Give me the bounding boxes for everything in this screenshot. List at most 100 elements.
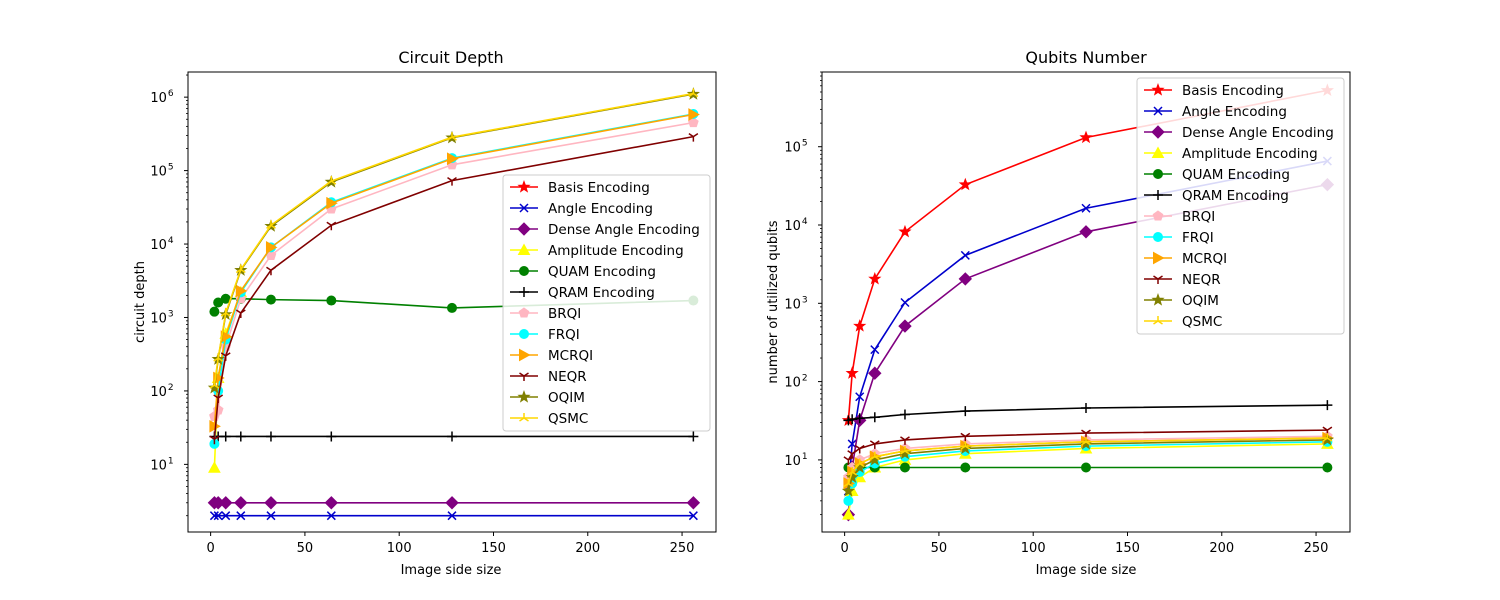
legend-label: Dense Angle Encoding bbox=[1182, 125, 1334, 141]
legend-label: BRQI bbox=[1182, 209, 1215, 225]
data-point bbox=[898, 224, 912, 238]
data-point bbox=[209, 435, 220, 445]
data-point bbox=[209, 380, 220, 389]
legend-label: Basis Encoding bbox=[1182, 83, 1284, 99]
data-point bbox=[1081, 436, 1091, 446]
legend-label: Basis Encoding bbox=[548, 180, 650, 196]
legend-entry: QRAM Encoding bbox=[510, 285, 655, 301]
legend-entry: QUAM Encoding bbox=[1144, 167, 1290, 183]
x-tick-label: 100 bbox=[1021, 541, 1046, 556]
legend-marker bbox=[1153, 232, 1163, 242]
plot-frame bbox=[187, 71, 717, 533]
legend-entry: QSMC bbox=[1144, 314, 1222, 330]
data-point bbox=[869, 440, 880, 449]
series-line bbox=[847, 183, 1328, 515]
data-point bbox=[688, 108, 700, 121]
legend-label: QRAM Encoding bbox=[548, 285, 655, 301]
series-qsmc bbox=[843, 433, 1333, 488]
data-point bbox=[843, 478, 854, 488]
legend-label: Amplitude Encoding bbox=[548, 243, 684, 259]
data-point bbox=[209, 511, 219, 521]
data-point bbox=[1322, 433, 1333, 442]
data-point bbox=[207, 380, 221, 394]
legend-marker bbox=[519, 266, 529, 276]
data-point bbox=[326, 196, 338, 210]
legend-label: QRAM Encoding bbox=[1182, 188, 1289, 204]
data-point bbox=[686, 496, 701, 510]
data-point bbox=[960, 462, 971, 473]
legend-box bbox=[502, 174, 711, 432]
legend-label: FRQI bbox=[1182, 230, 1214, 246]
data-point bbox=[265, 431, 276, 442]
data-point bbox=[221, 511, 231, 521]
data-point bbox=[870, 345, 880, 355]
data-point bbox=[900, 297, 910, 308]
data-point bbox=[960, 441, 971, 450]
legend-marker bbox=[519, 348, 531, 362]
data-point bbox=[843, 495, 854, 506]
legend-entry: Dense Angle Encoding bbox=[510, 222, 700, 238]
data-point bbox=[266, 511, 276, 521]
data-point bbox=[847, 414, 858, 425]
data-point bbox=[900, 436, 910, 445]
data-point bbox=[841, 484, 855, 497]
legend-label: FRQI bbox=[548, 327, 580, 343]
data-point bbox=[899, 409, 910, 420]
legend-marker bbox=[1153, 251, 1165, 265]
y-axis-label: number of utilized qubits bbox=[766, 220, 781, 383]
legend-entry: QUAM Encoding bbox=[510, 264, 656, 280]
legend-marker bbox=[517, 180, 531, 193]
legend-label: QSMC bbox=[548, 411, 588, 427]
series-layer bbox=[207, 87, 701, 521]
data-point bbox=[899, 462, 910, 473]
data-point bbox=[265, 241, 278, 254]
legend-marker bbox=[1152, 210, 1164, 221]
legend-entry: MCRQI bbox=[1144, 251, 1227, 267]
series-qram-encoding bbox=[843, 400, 1333, 426]
data-point bbox=[960, 432, 971, 442]
series-qsmc bbox=[209, 88, 699, 389]
data-point bbox=[213, 353, 224, 362]
data-point bbox=[326, 511, 336, 521]
x-tick-label: 100 bbox=[387, 541, 412, 556]
series-line bbox=[847, 160, 1328, 492]
data-point bbox=[847, 467, 858, 476]
legend-marker bbox=[1151, 293, 1165, 306]
legend-marker bbox=[1153, 275, 1163, 284]
legend-marker bbox=[519, 329, 529, 339]
data-point bbox=[326, 431, 337, 442]
legend-marker bbox=[1153, 190, 1163, 200]
data-point bbox=[266, 266, 276, 276]
data-point bbox=[958, 272, 973, 286]
data-point bbox=[1079, 225, 1093, 239]
legend-marker bbox=[519, 413, 529, 422]
legend-marker bbox=[1151, 146, 1165, 158]
data-point bbox=[266, 220, 276, 229]
legend-entry: BRQI bbox=[510, 306, 581, 322]
data-point bbox=[869, 412, 880, 423]
series-quam-encoding bbox=[209, 293, 699, 317]
legend-marker bbox=[518, 307, 530, 318]
data-point bbox=[213, 394, 224, 404]
legend-marker bbox=[1153, 316, 1163, 325]
legend-label: Angle Encoding bbox=[548, 201, 653, 217]
data-point bbox=[235, 431, 246, 442]
data-point bbox=[326, 176, 337, 185]
legend-entry: FRQI bbox=[510, 327, 580, 343]
data-point bbox=[1081, 203, 1091, 213]
data-point bbox=[447, 302, 457, 313]
series-layer bbox=[841, 83, 1335, 522]
data-point bbox=[900, 445, 910, 455]
series-line bbox=[847, 437, 1328, 484]
data-point bbox=[324, 496, 339, 510]
legend-label: QSMC bbox=[1182, 314, 1222, 330]
data-point bbox=[220, 431, 231, 442]
legend-marker bbox=[519, 372, 529, 381]
data-point bbox=[847, 450, 858, 459]
plot-frame bbox=[821, 71, 1351, 533]
data-point bbox=[1079, 130, 1093, 144]
x-axis-label: Image side size bbox=[1036, 563, 1137, 578]
x-tick-label: 50 bbox=[297, 541, 314, 556]
legend-label: Amplitude Encoding bbox=[1182, 146, 1318, 162]
data-point bbox=[209, 306, 220, 317]
